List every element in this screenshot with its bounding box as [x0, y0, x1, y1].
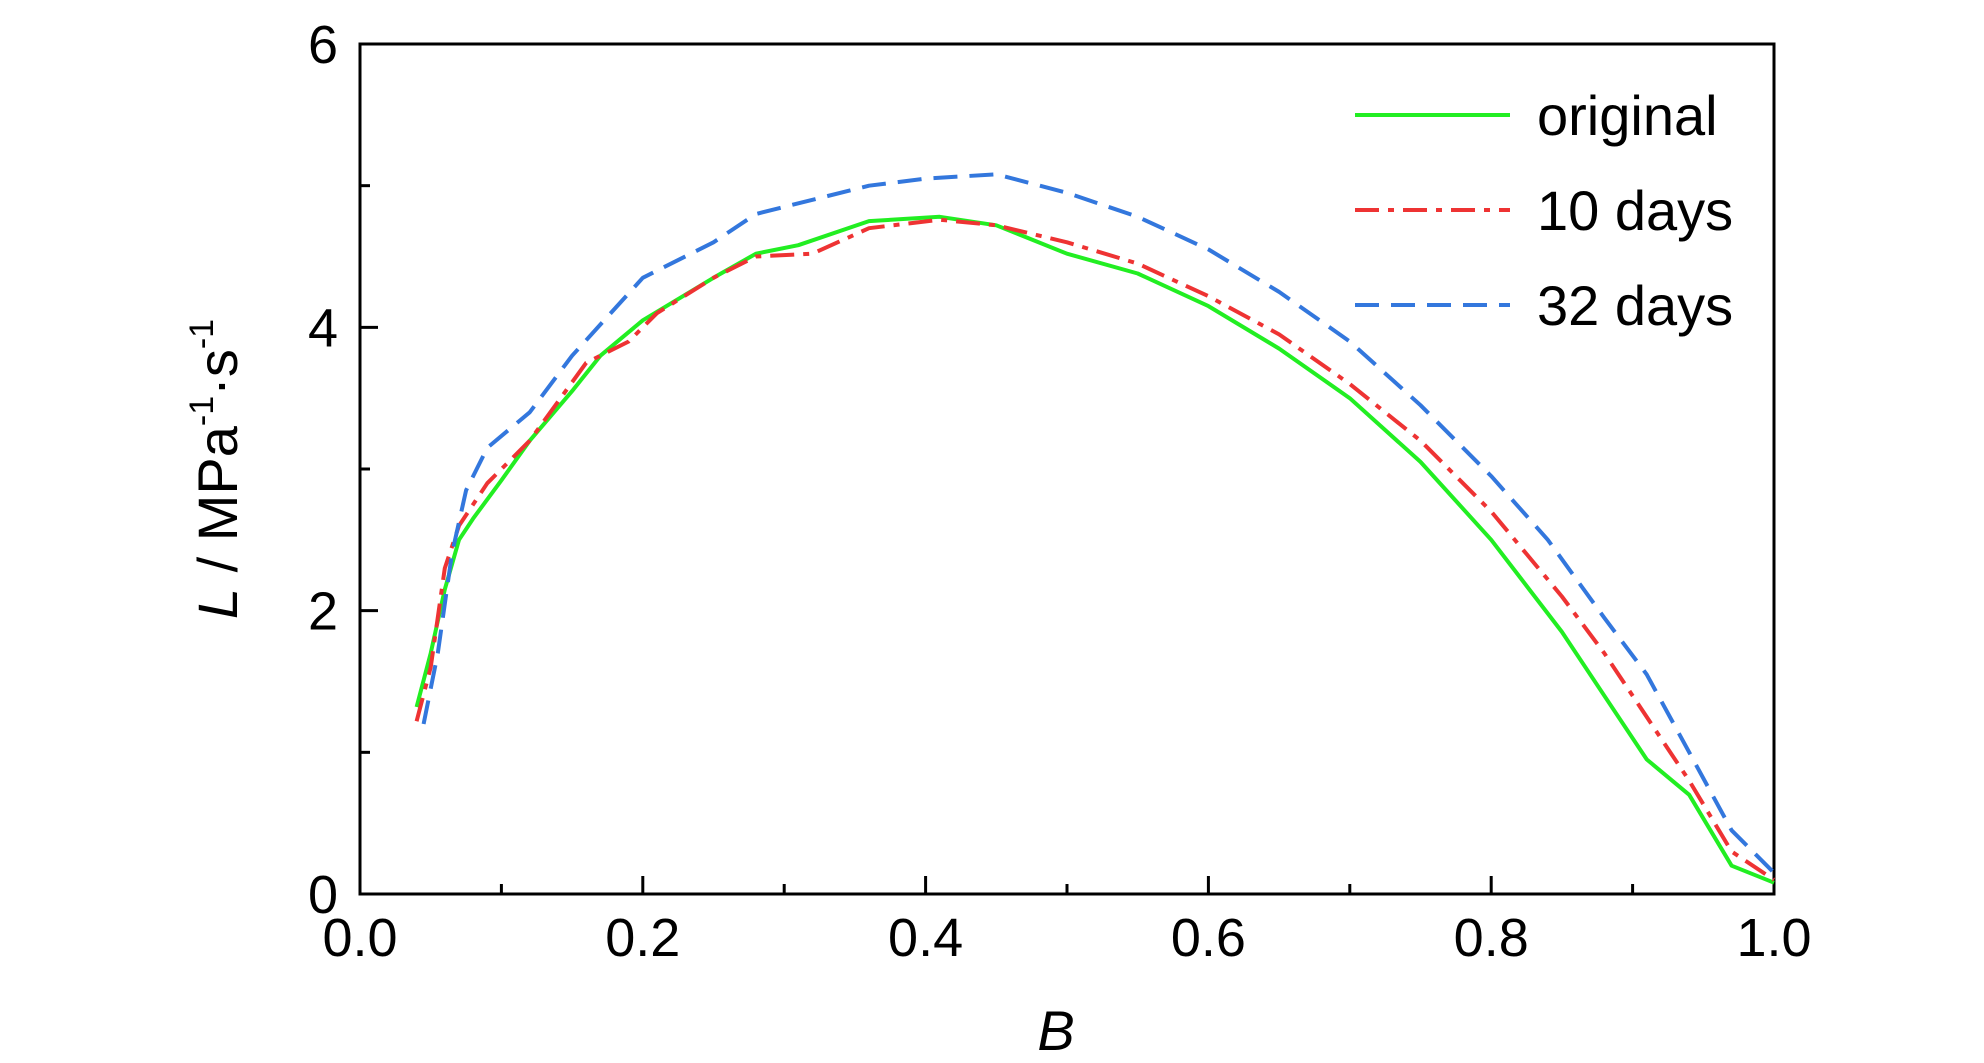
x-axis-label: B — [1037, 999, 1074, 1062]
x-tick-label: 1.0 — [1736, 908, 1811, 968]
y-axis-ticks: 0 2 4 6 — [308, 15, 378, 925]
y-tick-label: 2 — [308, 582, 338, 642]
x-tick-label: 0.0 — [322, 908, 397, 968]
y-axis-label-sup2: -1 — [183, 319, 221, 349]
x-axis-ticks: 0.0 0.2 0.4 0.6 0.8 1.0 — [322, 876, 1812, 968]
series-layer — [414, 172, 1776, 885]
x-tick-label: 0.4 — [888, 908, 963, 968]
plot-frame — [358, 42, 1776, 896]
series-line-original — [414, 214, 1775, 885]
legend: original 10 days 32 days — [1355, 84, 1733, 337]
y-tick-label: 4 — [308, 298, 338, 358]
x-tick-label: 0.6 — [1171, 908, 1246, 968]
y-axis-label: L / MPa-1·s-1 — [183, 319, 249, 619]
series-line-32-days — [421, 172, 1776, 875]
x-tick-label: 0.8 — [1454, 908, 1529, 968]
y-tick-label: 0 — [308, 865, 338, 925]
y-tick-label: 6 — [308, 15, 338, 75]
x-tick-label: 0.2 — [605, 908, 680, 968]
y-axis-label-sup1: -1 — [183, 396, 221, 426]
y-axis-label-sep: / — [186, 541, 249, 588]
legend-label: original — [1537, 84, 1718, 147]
series-line-10-days — [414, 217, 1776, 882]
legend-label: 10 days — [1537, 179, 1733, 242]
y-axis-label-base1: MPa — [186, 425, 249, 541]
y-axis-label-var: L — [186, 588, 249, 619]
y-axis-label-base2: s — [186, 349, 249, 377]
legend-label: 32 days — [1537, 274, 1733, 337]
y-axis-label-dot: · — [186, 377, 249, 396]
